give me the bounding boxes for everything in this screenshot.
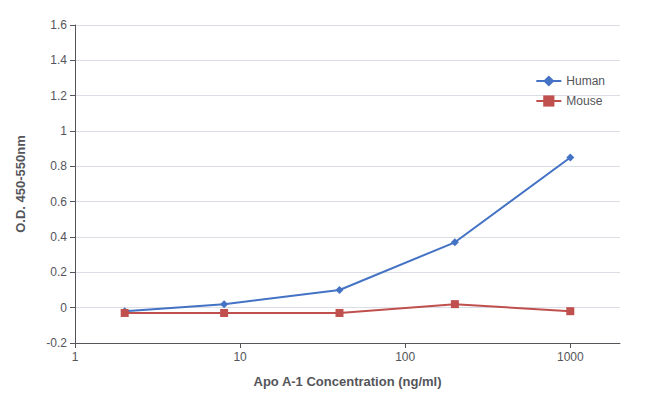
svg-text:1.2: 1.2: [50, 89, 67, 103]
svg-text:0.8: 0.8: [50, 159, 67, 173]
svg-text:0: 0: [60, 301, 67, 315]
svg-text:10: 10: [233, 350, 247, 364]
svg-text:1.6: 1.6: [50, 18, 67, 32]
svg-text:1000: 1000: [557, 350, 584, 364]
svg-text:Apo A-1 Concentration (ng/ml): Apo A-1 Concentration (ng/ml): [253, 374, 441, 389]
svg-text:1: 1: [60, 124, 67, 138]
svg-text:Mouse: Mouse: [566, 94, 602, 108]
svg-text:O.D. 450-550nm: O.D. 450-550nm: [13, 135, 28, 233]
svg-text:0.2: 0.2: [50, 265, 67, 279]
svg-text:0.6: 0.6: [50, 195, 67, 209]
svg-text:-0.2: -0.2: [46, 336, 67, 350]
svg-text:100: 100: [395, 350, 415, 364]
svg-text:1: 1: [72, 350, 79, 364]
svg-text:0.4: 0.4: [50, 230, 67, 244]
svg-text:1.4: 1.4: [50, 53, 67, 67]
svg-text:Human: Human: [566, 74, 605, 88]
